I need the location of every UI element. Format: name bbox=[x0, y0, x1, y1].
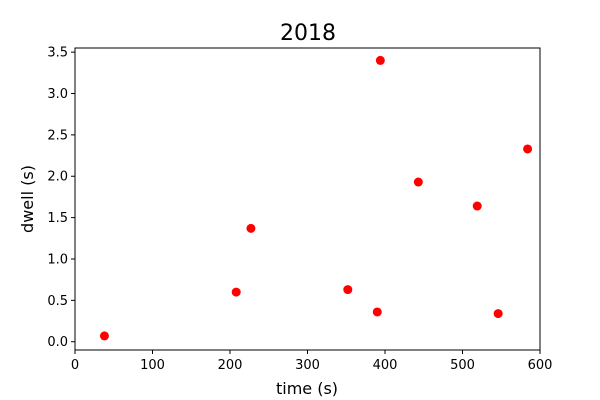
y-tick-label: 3.5 bbox=[47, 46, 68, 61]
data-point bbox=[375, 55, 385, 65]
x-tick-label: 0 bbox=[71, 358, 79, 373]
chart-title: 2018 bbox=[280, 21, 336, 46]
y-tick-label: 3.0 bbox=[47, 87, 68, 102]
x-tick-label: 300 bbox=[295, 358, 320, 373]
data-points bbox=[99, 55, 533, 341]
data-point bbox=[413, 177, 423, 187]
y-tick-label: 1.5 bbox=[47, 211, 68, 226]
data-point bbox=[472, 201, 482, 211]
x-tick-label: 500 bbox=[450, 358, 475, 373]
y-tick-label: 1.0 bbox=[47, 252, 68, 267]
data-point bbox=[343, 285, 353, 295]
data-point bbox=[523, 144, 533, 154]
x-tick-label: 600 bbox=[528, 358, 553, 373]
plot-area-frame bbox=[74, 47, 541, 351]
y-tick-label: 0.5 bbox=[47, 294, 68, 309]
data-point bbox=[99, 331, 109, 341]
x-tick-label: 100 bbox=[140, 358, 165, 373]
y-axis-ticks: 0.0 0.5 1.0 1.5 2.0 2.5 3.0 3.5 bbox=[47, 46, 75, 350]
data-point bbox=[246, 223, 256, 233]
x-tick-label: 400 bbox=[373, 358, 398, 373]
data-point bbox=[493, 309, 503, 319]
y-tick-label: 2.0 bbox=[47, 170, 68, 185]
y-axis-label: dwell (s) bbox=[18, 165, 37, 233]
data-point bbox=[372, 307, 382, 317]
y-tick-label: 2.5 bbox=[47, 128, 68, 143]
x-tick-label: 200 bbox=[218, 358, 243, 373]
x-axis-label: time (s) bbox=[276, 379, 338, 398]
y-tick-label: 0.0 bbox=[47, 335, 68, 350]
data-point bbox=[231, 287, 241, 297]
x-axis-ticks: 0 100 200 300 400 500 600 bbox=[71, 350, 553, 373]
